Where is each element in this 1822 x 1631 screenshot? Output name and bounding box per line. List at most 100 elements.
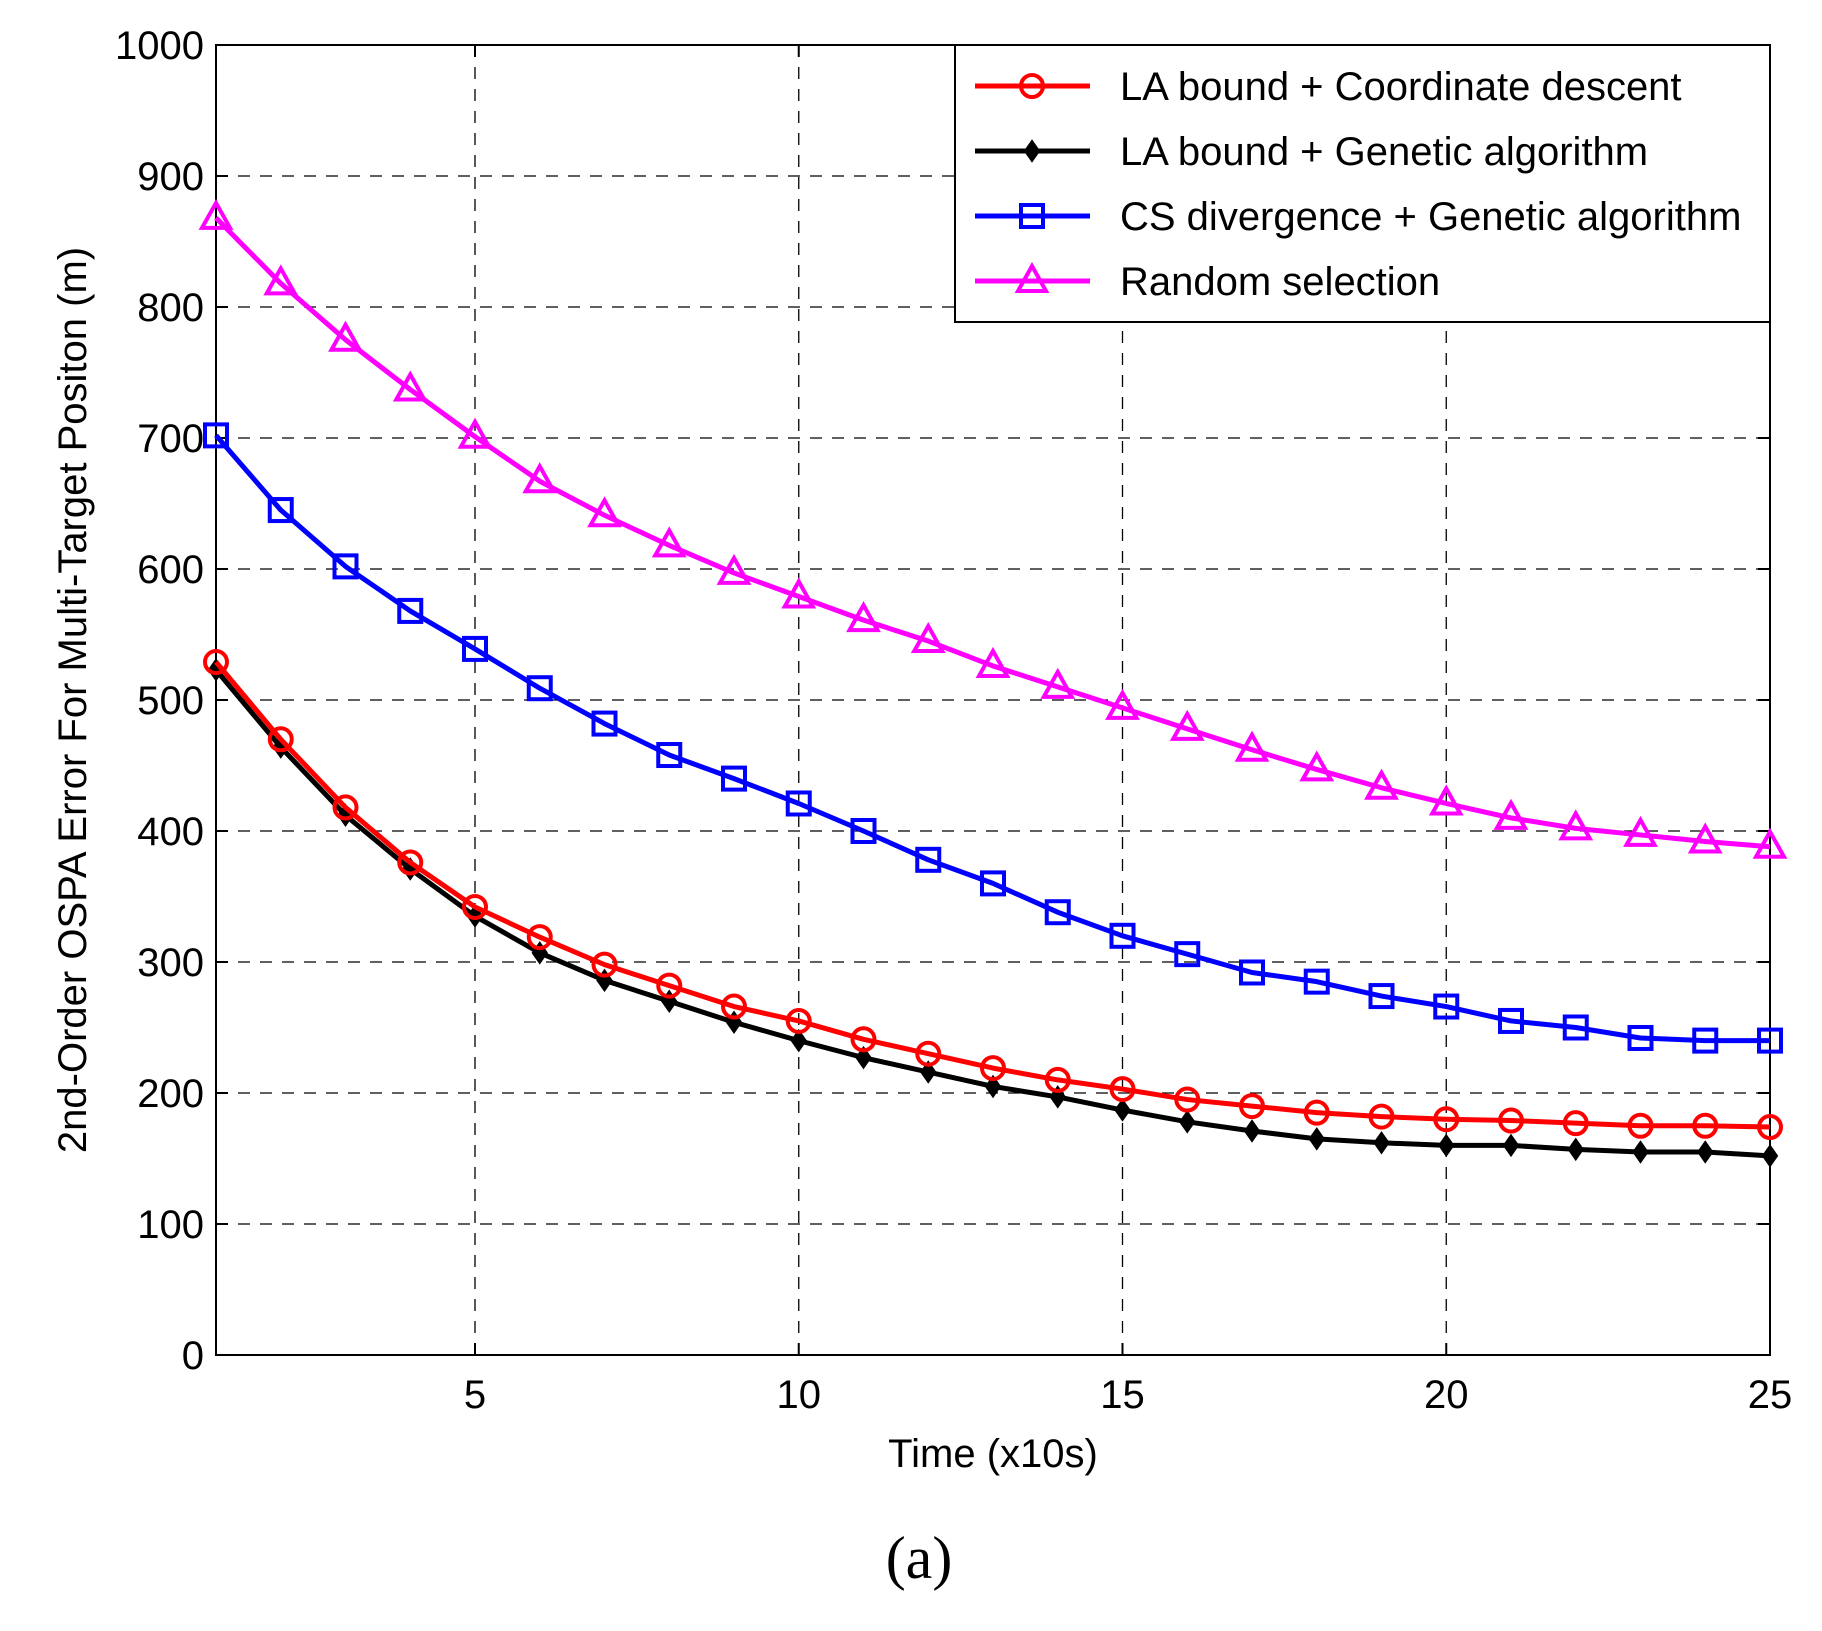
data-point xyxy=(975,646,1011,678)
data-point xyxy=(1044,1066,1071,1093)
data-point xyxy=(721,993,747,1020)
data-point xyxy=(980,870,1006,897)
data-point xyxy=(198,198,234,230)
legend: LA bound + Coordinate descent LA bound + … xyxy=(954,44,1771,323)
data-point xyxy=(1438,1133,1455,1158)
data-point xyxy=(850,1026,877,1053)
data-point xyxy=(984,1074,1002,1099)
data-point xyxy=(397,597,424,624)
data-point xyxy=(1174,941,1201,968)
data-point xyxy=(591,710,618,737)
legend-entry: LA bound + Genetic algorithm xyxy=(975,130,1648,174)
legend-label: CS divergence + Genetic algorithm xyxy=(1120,195,1741,239)
data-point xyxy=(591,951,618,978)
data-point xyxy=(263,264,299,296)
data-point xyxy=(1364,768,1399,800)
data-point xyxy=(790,1028,807,1053)
data-point xyxy=(462,893,488,920)
data-point xyxy=(332,794,359,821)
x-tick-label: 25 xyxy=(1748,1373,1793,1417)
data-point xyxy=(1179,1110,1196,1134)
axis-ticks: 0 100 200 300 400 500 600 700 800 900 1000 5 10 15 20 2… xyxy=(115,24,1792,1417)
series-line xyxy=(214,433,1770,1044)
data-point xyxy=(721,765,747,792)
data-point xyxy=(1243,1119,1261,1143)
data-point xyxy=(203,422,229,449)
data-point xyxy=(1498,1007,1524,1034)
legend-entry: LA bound + Coordinate descent xyxy=(975,65,1682,109)
data-point xyxy=(656,742,683,769)
data-point xyxy=(526,924,553,951)
data-point xyxy=(1757,1027,1783,1054)
legend-marker xyxy=(1014,261,1050,293)
data-point xyxy=(267,726,294,753)
y-tick-label: 300 xyxy=(137,941,204,985)
legend-entries: LA bound + Coordinate descent LA bound + … xyxy=(975,65,1741,304)
x-tick-label: 10 xyxy=(777,1373,822,1417)
series-2 xyxy=(203,422,1783,1054)
data-point xyxy=(1562,1110,1589,1137)
data-point xyxy=(332,553,359,580)
data-point xyxy=(587,496,622,528)
legend-marker xyxy=(1019,73,1045,99)
data-point xyxy=(397,849,424,876)
series-line xyxy=(214,216,1771,850)
legend-entry: Random selection xyxy=(975,260,1440,304)
data-point xyxy=(1761,1144,1779,1168)
series-line xyxy=(214,660,1771,1130)
data-point xyxy=(1373,1131,1390,1155)
panel-label: (a) xyxy=(886,1525,953,1591)
x-axis-label: Time (x10s) xyxy=(888,1432,1098,1476)
data-point xyxy=(1368,983,1395,1010)
data-point xyxy=(910,621,946,654)
data-point xyxy=(1239,1093,1265,1120)
series-group xyxy=(198,198,1788,1168)
data-point xyxy=(1562,1014,1589,1041)
data-point xyxy=(267,497,294,524)
data-point xyxy=(1234,730,1270,762)
data-point xyxy=(1303,1099,1330,1126)
data-point xyxy=(328,320,363,352)
data-point xyxy=(846,600,881,633)
data-point xyxy=(203,649,229,676)
data-point xyxy=(920,1060,937,1084)
data-point xyxy=(785,790,812,817)
data-point xyxy=(1105,688,1140,720)
legend-marker xyxy=(1023,139,1041,163)
data-point xyxy=(1433,1106,1460,1133)
x-tick-label: 5 xyxy=(464,1373,486,1417)
data-point xyxy=(1114,1098,1131,1122)
data-point xyxy=(1692,1027,1719,1054)
data-point xyxy=(1627,1112,1654,1139)
x-tick-label: 20 xyxy=(1424,1373,1469,1417)
legend-entry: CS divergence + Genetic algorithm xyxy=(975,195,1741,239)
y-axis-label: 2nd-Order OSPA Error For Multi-Target Po… xyxy=(51,247,95,1153)
data-point xyxy=(526,675,553,702)
series-0 xyxy=(203,649,1783,1141)
data-point xyxy=(651,526,687,558)
data-point xyxy=(1623,815,1658,847)
y-tick-label: 0 xyxy=(182,1334,204,1378)
data-point xyxy=(1109,1076,1136,1103)
x-tick-label: 15 xyxy=(1100,1373,1145,1417)
data-point xyxy=(1567,1137,1584,1162)
data-point xyxy=(1303,968,1330,995)
data-point xyxy=(1299,750,1335,782)
data-point xyxy=(1174,1086,1201,1113)
data-point xyxy=(1692,1112,1719,1139)
data-point xyxy=(1558,809,1594,841)
data-point xyxy=(781,577,817,609)
data-point xyxy=(915,846,942,873)
data-point xyxy=(1493,798,1529,830)
data-point xyxy=(1169,709,1205,741)
y-tick-label: 700 xyxy=(137,417,204,461)
series-3 xyxy=(198,198,1788,859)
data-point xyxy=(855,1045,872,1070)
y-tick-label: 600 xyxy=(137,548,204,592)
legend-label: Random selection xyxy=(1120,260,1440,304)
data-point xyxy=(462,635,488,662)
data-point xyxy=(656,972,683,999)
legend-box xyxy=(954,44,1771,323)
data-point xyxy=(850,818,877,844)
